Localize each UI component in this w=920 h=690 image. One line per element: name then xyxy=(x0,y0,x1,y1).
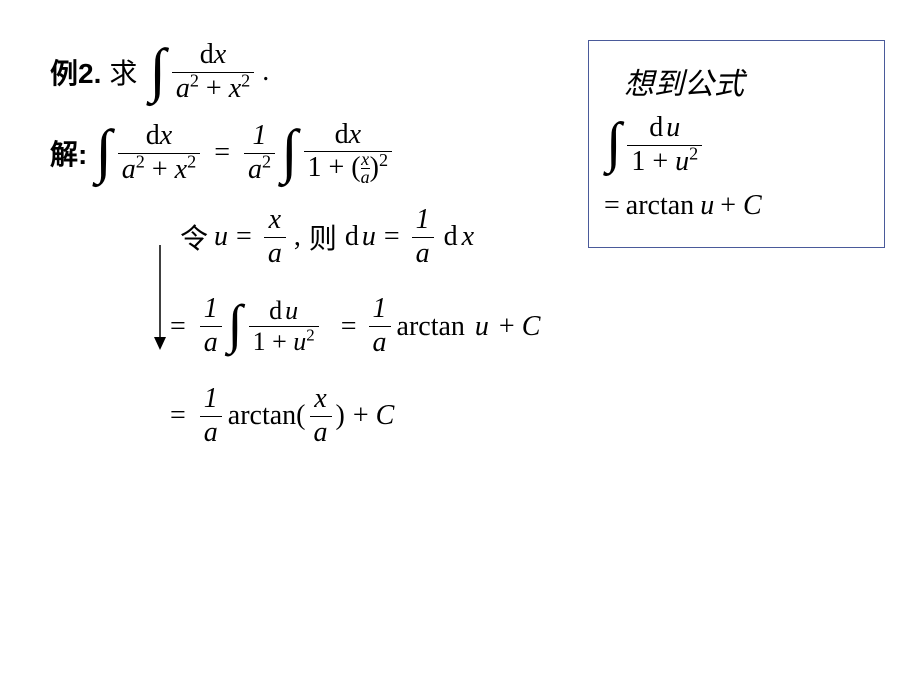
problem-fraction: dx a2 + x2 xyxy=(172,40,254,105)
coef-fraction: 1 a xyxy=(200,384,222,449)
integral-sign: ∫ xyxy=(95,127,111,175)
box-integral: ∫ du 1 + u2 xyxy=(604,113,869,178)
sub-rhs-fraction: 1 a xyxy=(412,205,434,270)
coef-fraction: 1 a2 xyxy=(244,121,275,186)
coef-fraction: 1 a xyxy=(200,294,222,359)
lhs-fraction: dx a2 + x2 xyxy=(118,121,200,186)
box-result: = arctan u + C xyxy=(604,190,869,222)
int-fraction: du 1 + u2 xyxy=(249,297,319,357)
coef-fraction: 1 a xyxy=(369,294,391,359)
find-label: 求 xyxy=(109,52,137,92)
down-arrow-icon xyxy=(150,245,170,350)
box-fraction: du 1 + u2 xyxy=(627,113,702,178)
formula-hint-box: 想到公式 ∫ du 1 + u2 = arctan u + C xyxy=(588,40,885,248)
integral-sign: ∫ xyxy=(228,303,243,346)
solution-label: 解: xyxy=(50,133,87,173)
example-label: 例2. xyxy=(50,52,101,92)
sub-fraction: x a xyxy=(264,205,286,270)
integral-sign: ∫ xyxy=(281,127,297,175)
integral-sign: ∫ xyxy=(606,121,621,166)
solution-line-2: = 1 a ∫ du 1 + u2 = 1 a arctan u + C xyxy=(170,294,870,359)
period: . xyxy=(262,56,269,88)
let-label: 令 xyxy=(180,217,208,257)
then-label: 则 xyxy=(309,217,337,257)
box-title: 想到公式 xyxy=(624,59,869,103)
integral-sign: ∫ xyxy=(149,46,165,94)
solution-line-3: = 1 a arctan( x a ) + C xyxy=(170,384,870,449)
arg-fraction: x a xyxy=(310,384,332,449)
rhs-fraction: dx 1 + (xa)2 xyxy=(304,120,393,187)
